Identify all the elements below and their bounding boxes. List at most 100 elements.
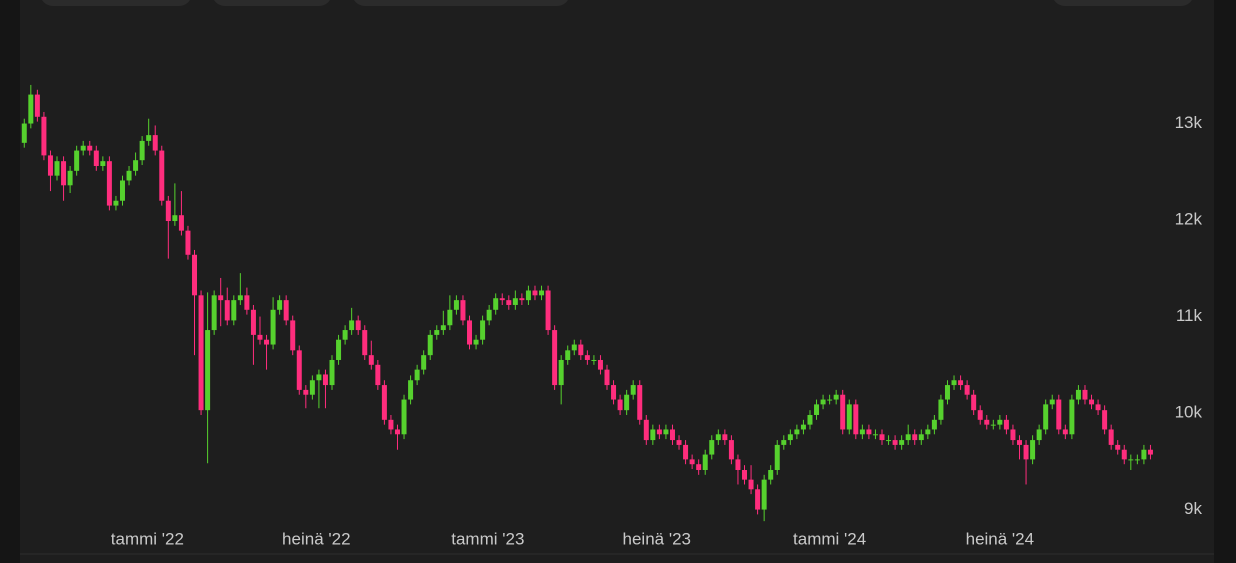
candle-body xyxy=(918,434,924,441)
candle-body xyxy=(696,464,702,471)
candle-body xyxy=(146,135,152,141)
candle-body xyxy=(584,355,590,360)
candle-body xyxy=(539,290,545,296)
candle-body xyxy=(447,309,453,326)
candle-body xyxy=(231,300,237,321)
candle-body xyxy=(381,385,387,420)
candle-body xyxy=(427,334,433,356)
candle-body xyxy=(997,419,1003,425)
candle-body xyxy=(938,399,944,420)
candle-body xyxy=(630,385,636,395)
candle-body xyxy=(984,419,990,425)
candle-body xyxy=(270,309,276,345)
candle-body xyxy=(218,295,224,301)
plot-area: 9k 10k 11k 12k 13k tammi '22 heinä '22 tammi '2… xyxy=(21,84,1202,548)
x-tick-label: tammi '23 xyxy=(451,529,524,548)
filter-button[interactable] xyxy=(352,0,570,6)
candle-body xyxy=(1049,399,1055,405)
candle-body xyxy=(100,161,106,166)
candle-body xyxy=(368,355,374,365)
candle-body xyxy=(545,290,551,331)
candle-body xyxy=(761,479,767,510)
filter-button[interactable] xyxy=(1052,0,1194,6)
filter-button[interactable] xyxy=(40,0,192,6)
candle-body xyxy=(1128,459,1134,461)
candle-body xyxy=(165,200,171,222)
candle-body xyxy=(172,215,178,222)
candle-body xyxy=(336,339,342,360)
candle-body xyxy=(722,434,728,441)
candle-body xyxy=(846,404,852,430)
candle-body xyxy=(905,434,911,441)
candle-body xyxy=(604,369,610,386)
candle-body xyxy=(250,309,256,335)
candle-body xyxy=(794,429,800,435)
candle-body xyxy=(899,440,905,445)
candle-body xyxy=(440,325,446,331)
candle-body xyxy=(486,309,492,321)
candle-body xyxy=(1082,389,1088,400)
candle-body xyxy=(663,429,669,435)
candle-body xyxy=(329,359,335,386)
candle-body xyxy=(1056,399,1062,430)
candle-body xyxy=(552,330,558,386)
candle-body xyxy=(355,320,361,331)
candle-body xyxy=(990,424,996,426)
candle-body xyxy=(1121,449,1127,460)
candle-body xyxy=(257,334,263,340)
candle-body xyxy=(597,359,603,370)
filter-button[interactable] xyxy=(212,0,332,6)
candle-body xyxy=(525,290,531,301)
candle-body xyxy=(892,440,898,445)
candle-body xyxy=(106,161,112,206)
candle-body xyxy=(408,380,414,400)
candle-body xyxy=(669,429,675,441)
candle-body xyxy=(1147,449,1153,455)
x-tick-label: heinä '22 xyxy=(282,529,350,548)
candle-body xyxy=(1017,440,1023,445)
candle-body xyxy=(820,399,826,405)
candle-body xyxy=(1023,444,1029,460)
x-tick-label: tammi '22 xyxy=(111,529,184,548)
candle-body xyxy=(41,116,47,156)
candle-body xyxy=(1115,444,1121,450)
candle-body xyxy=(460,300,466,321)
candle-body xyxy=(421,355,427,370)
candle-body xyxy=(133,160,139,171)
candle-body xyxy=(401,399,407,435)
candle-body xyxy=(735,459,741,471)
candle-body xyxy=(21,123,27,143)
candle-body xyxy=(951,380,957,386)
candle-body xyxy=(768,470,774,480)
candle-body xyxy=(506,300,512,305)
candle-body xyxy=(1010,429,1016,441)
candle-body xyxy=(1089,399,1095,405)
candle-body xyxy=(931,419,937,430)
candle-body xyxy=(205,330,211,411)
candle-body xyxy=(211,295,217,331)
candle-body xyxy=(1036,429,1042,441)
candle-body xyxy=(1003,419,1009,430)
candle-body xyxy=(519,298,525,301)
candle-body xyxy=(349,320,355,331)
candle-body xyxy=(414,369,420,381)
candle-body xyxy=(178,215,184,231)
candle-body xyxy=(925,429,931,435)
candle-body xyxy=(237,295,243,301)
candle-body xyxy=(814,404,820,415)
candle-body xyxy=(322,374,328,386)
candle-body xyxy=(152,135,158,151)
candle-body xyxy=(912,434,918,441)
candle-body xyxy=(702,454,708,471)
candle-body xyxy=(886,440,892,442)
candle-body xyxy=(971,394,977,411)
candle-body xyxy=(840,394,846,430)
candle-body xyxy=(47,155,53,176)
candle-body xyxy=(126,170,132,181)
candle-body xyxy=(224,300,230,321)
x-tick-label: heinä '23 xyxy=(623,529,691,548)
candle-body xyxy=(303,389,309,395)
candle-body xyxy=(879,434,885,441)
